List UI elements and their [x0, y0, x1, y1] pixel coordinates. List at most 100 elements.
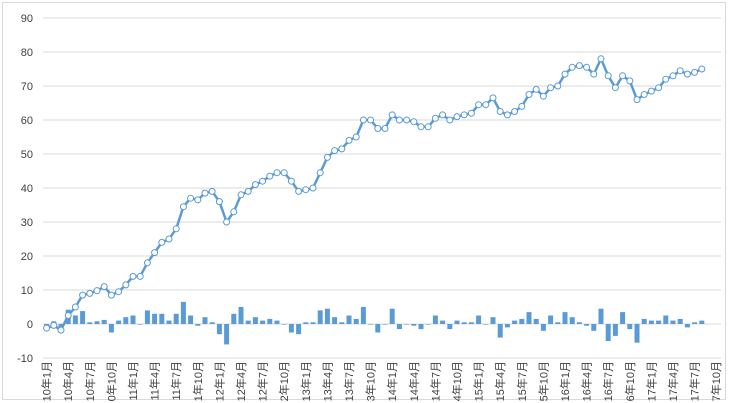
bar	[346, 315, 352, 324]
x-tick-label: 2011年7月	[169, 361, 183, 401]
bar	[468, 322, 474, 324]
bar	[512, 320, 518, 324]
bar	[418, 324, 424, 330]
line-point	[158, 238, 166, 246]
x-tick-label: 2016年4月	[580, 361, 594, 401]
y-tick-label: 10	[21, 285, 33, 297]
line-point	[561, 70, 569, 78]
bar	[80, 311, 86, 324]
line-point	[367, 116, 375, 124]
bar	[476, 315, 482, 324]
bar	[339, 322, 345, 324]
line-point	[647, 87, 655, 95]
bar	[526, 312, 532, 324]
bar	[612, 324, 618, 336]
x-tick-label: 2013年4月	[320, 361, 334, 401]
line-point	[547, 84, 555, 92]
x-tick-label: 2012年4月	[234, 361, 248, 401]
line-point	[115, 288, 123, 296]
line-point	[698, 65, 706, 73]
line-point	[309, 184, 317, 192]
bar	[432, 315, 438, 324]
line-point	[136, 272, 144, 280]
bar	[389, 308, 395, 324]
y-tick-label: 80	[21, 47, 33, 59]
bar	[584, 324, 590, 326]
bar	[252, 317, 258, 324]
line-point	[619, 72, 627, 80]
line-point	[43, 324, 51, 332]
x-tick-label: 2014年7月	[428, 361, 442, 401]
bar	[130, 315, 136, 324]
bar	[684, 324, 690, 328]
bar	[152, 313, 158, 324]
line-point	[597, 55, 605, 63]
bar	[454, 320, 460, 324]
line-point	[669, 72, 677, 80]
line-point	[71, 303, 79, 311]
line-point	[266, 172, 274, 180]
bar	[375, 324, 381, 333]
line-point	[323, 153, 331, 161]
gridlines	[43, 17, 721, 359]
bar	[324, 308, 330, 324]
line-point	[424, 123, 432, 131]
bar	[663, 315, 669, 324]
bar	[533, 318, 539, 324]
line-point	[575, 62, 583, 70]
line-series	[43, 55, 706, 334]
bar	[692, 322, 698, 324]
x-tick-label: 2013年10月	[364, 361, 378, 401]
line-point	[187, 194, 195, 202]
x-tick-label: 2012年10月	[277, 361, 291, 401]
line-point	[655, 84, 663, 92]
line-point	[194, 196, 202, 204]
y-tick-label: 0	[27, 319, 33, 331]
bar-series	[44, 301, 705, 345]
bar	[116, 320, 122, 324]
line-point	[223, 218, 231, 226]
bar	[569, 317, 575, 324]
line-point	[273, 169, 281, 177]
line-point	[302, 186, 310, 194]
bar	[576, 322, 582, 324]
bar	[656, 320, 662, 324]
line-point	[417, 123, 425, 131]
bar	[648, 320, 654, 324]
bar	[216, 324, 222, 335]
bar	[224, 324, 230, 345]
line-point	[446, 116, 454, 124]
line-point	[676, 67, 684, 75]
y-tick-label: 90	[21, 13, 33, 25]
bar	[396, 324, 402, 330]
bar	[274, 320, 280, 324]
line-point	[338, 145, 346, 153]
bar	[591, 324, 597, 331]
bar	[677, 318, 683, 324]
line-point	[316, 169, 324, 177]
line-point	[395, 116, 403, 124]
x-tick-label: 2016年1月	[558, 361, 572, 401]
line-point	[496, 108, 504, 115]
bar	[620, 312, 626, 324]
line-point	[100, 283, 108, 291]
line-point	[403, 116, 411, 124]
bar	[137, 324, 143, 325]
x-tick-label: 2017年1月	[644, 361, 658, 401]
line-point	[143, 259, 151, 267]
bar	[519, 318, 525, 324]
x-tick-label: 2013年7月	[342, 361, 356, 401]
line-point	[359, 116, 367, 124]
y-tick-label: 50	[21, 149, 33, 161]
line-point	[201, 189, 209, 197]
line-point	[57, 326, 65, 334]
x-tick-label: 2011年10月	[191, 361, 205, 401]
line-point	[244, 187, 252, 195]
bar	[411, 324, 417, 326]
line-point	[525, 91, 533, 98]
line-point	[611, 84, 619, 92]
bar	[188, 315, 194, 324]
bar	[317, 310, 323, 324]
bar	[303, 322, 309, 324]
